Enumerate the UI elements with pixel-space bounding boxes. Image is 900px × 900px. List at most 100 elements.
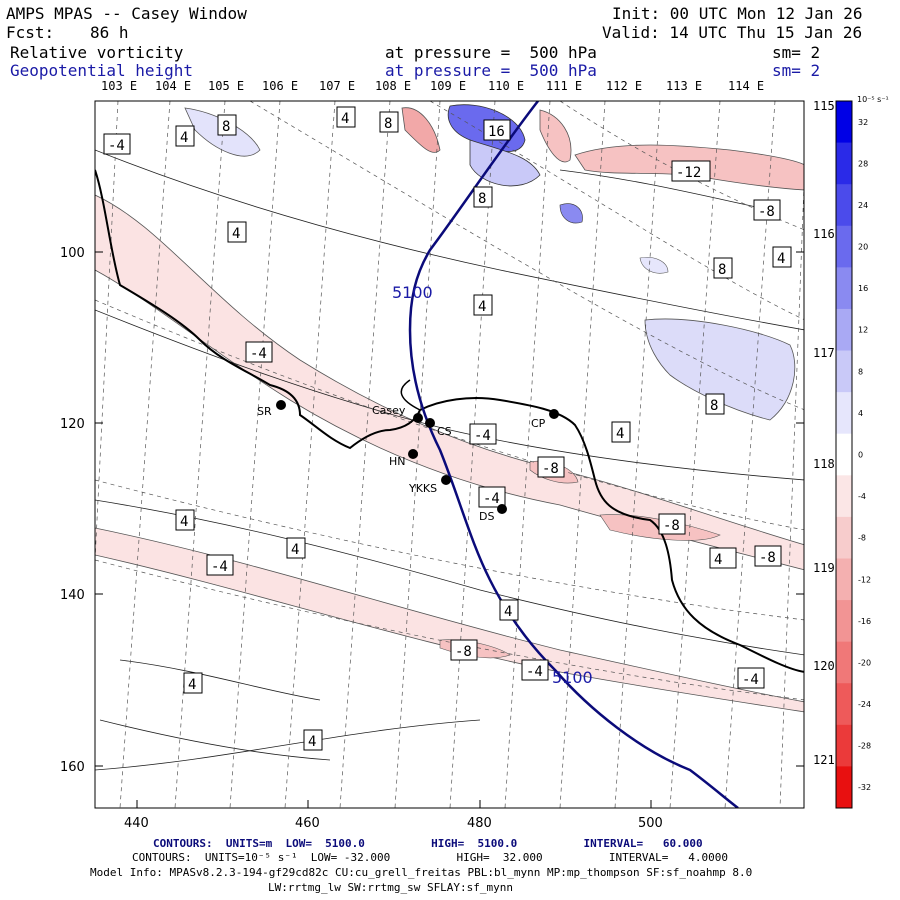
colorbar-swatch [836, 308, 852, 352]
colorbar-swatch [836, 724, 852, 767]
lon-label: 105 E [208, 79, 244, 93]
colorbar-tick-label: -24 [858, 700, 871, 709]
svg-text:4: 4 [291, 542, 299, 558]
svg-text:4: 4 [308, 734, 316, 750]
contour-label: -4 [469, 423, 497, 445]
station-hn[interactable]: HN [389, 449, 418, 468]
svg-text:8: 8 [384, 116, 392, 132]
svg-text:-8: -8 [759, 550, 776, 566]
colorbar: 10⁻⁵ s⁻¹ 32 28 24 20 16 12 8 4 0 -4 -8 -12 -16 -20 -24… [835, 95, 889, 809]
colorbar-tick-label: 8 [858, 367, 863, 376]
field2-name: Geopotential height [10, 61, 194, 80]
lon-label: 109 E [430, 79, 466, 93]
colorbar-tick-label: -16 [858, 617, 871, 626]
lon-label: 107 E [319, 79, 355, 93]
contour-label: 4 [473, 294, 493, 316]
svg-text:CS: CS [437, 425, 452, 438]
contour-label: 8 [705, 393, 725, 415]
svg-text:4: 4 [232, 226, 240, 242]
contour-label: 8 [379, 111, 399, 133]
x-tick-label: 440 [124, 816, 149, 831]
svg-text:8: 8 [710, 398, 718, 414]
colorbar-tick-label: -28 [858, 742, 871, 751]
y-tick-label: 140 [60, 588, 85, 603]
colorbar-swatch [836, 641, 852, 684]
y-tick-label: 120 [60, 417, 85, 432]
contour-label: 4 [772, 246, 792, 268]
svg-text:SR: SR [257, 405, 272, 418]
lon-label: 110 E [488, 79, 524, 93]
svg-text:4: 4 [616, 426, 624, 442]
station-casey[interactable]: Casey [372, 404, 423, 423]
contour-label: 4 [336, 106, 356, 128]
lon-label: 104 E [155, 79, 191, 93]
x-tick-label: 500 [638, 816, 663, 831]
fcst-value: 86 h [90, 23, 129, 42]
svg-text:-12: -12 [676, 165, 701, 181]
svg-text:YKKS: YKKS [408, 482, 437, 495]
valid-time: Valid: 14 UTC Thu 15 Jan 26 [602, 23, 863, 42]
plot-area [95, 101, 804, 808]
lon-label: 103 E [101, 79, 137, 93]
height-label: 5100 [552, 668, 593, 687]
svg-text:-4: -4 [250, 346, 267, 362]
field2-level: at pressure = 500 hPa [385, 61, 597, 80]
colorbar-swatches [836, 101, 852, 809]
svg-text:-4: -4 [474, 428, 491, 444]
contour-label: -12 [671, 160, 711, 182]
colorbar-tick-label: 32 [858, 118, 868, 127]
contour-label: 4 [227, 221, 247, 243]
x-tick-label: 480 [467, 816, 492, 831]
station-ykks[interactable]: YKKS [408, 475, 451, 495]
footer-radiation-info: LW:rrtmg_lw SW:rrtmg_sw SFLAY:sf_mynn [268, 881, 514, 894]
station-cp[interactable]: CP [531, 409, 559, 430]
contour-label: -4 [478, 486, 506, 508]
lon-label: 108 E [375, 79, 411, 93]
svg-text:4: 4 [180, 514, 188, 530]
contour-label: 4 [499, 599, 519, 621]
coast-inlet [400, 379, 421, 411]
colorbar-swatch [836, 558, 852, 601]
colorbar-tick-label: -20 [858, 658, 871, 667]
svg-text:-8: -8 [455, 644, 472, 660]
height-contour-5100 [408, 101, 739, 808]
x-tick-label: 460 [295, 816, 320, 831]
lon-label: 106 E [262, 79, 298, 93]
fcst-label: Fcst: [6, 23, 55, 42]
lon-label: 113 E [666, 79, 702, 93]
colorbar-tick-label: 24 [858, 201, 868, 210]
svg-text:4: 4 [341, 111, 349, 127]
field1-level: at pressure = 500 hPa [385, 43, 597, 62]
contour-label: 16 [483, 119, 511, 141]
footer-model-info: Model Info: MPASv8.2.3-194-gf29cd82c CU:… [90, 866, 753, 879]
colorbar-tick-label: 28 [858, 159, 868, 168]
contour-label: -8 [450, 639, 478, 661]
colorbar-frame [835, 100, 853, 809]
top-lon-labels: 103 E 104 E 105 E 106 E 107 E 108 E 109 … [101, 79, 764, 93]
colorbar-swatch [836, 516, 852, 559]
station-sr[interactable]: SR [257, 400, 286, 418]
colorbar-swatch [836, 101, 852, 144]
colorbar-swatch [836, 600, 852, 643]
contour-label: -4 [737, 667, 765, 689]
contour-label: 8 [713, 257, 733, 279]
colorbar-swatch [836, 184, 852, 227]
svg-text:16: 16 [488, 124, 505, 140]
svg-text:4: 4 [188, 677, 196, 693]
svg-text:4: 4 [777, 251, 785, 267]
contour-label: 4 [183, 672, 203, 694]
station-cs[interactable]: CS [425, 418, 452, 438]
height-labels: 5100 5100 [392, 283, 593, 687]
field1-smooth: sm= 2 [772, 43, 821, 62]
plot-title: AMPS MPAS -- Casey Window [6, 4, 247, 23]
y-tick-label: 100 [60, 246, 85, 261]
station-ds[interactable]: DS [479, 504, 507, 523]
colorbar-tick-label: 0 [858, 451, 863, 460]
colorbar-swatch [836, 392, 852, 435]
colorbar-swatch [836, 267, 852, 310]
svg-text:-4: -4 [742, 672, 759, 688]
svg-text:HN: HN [389, 455, 406, 468]
svg-text:4: 4 [714, 552, 722, 568]
colorbar-swatch [836, 142, 852, 185]
colorbar-swatch [836, 433, 852, 476]
